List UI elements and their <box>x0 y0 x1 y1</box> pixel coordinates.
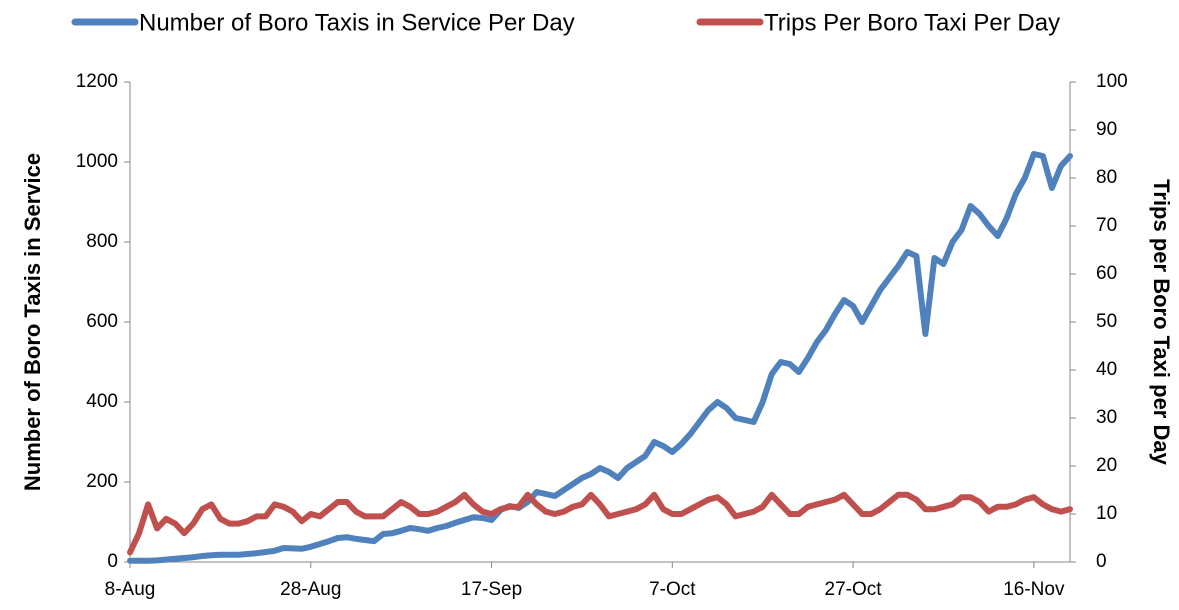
y2-tick-label: 50 <box>1096 311 1117 332</box>
y-tick-label: 800 <box>86 231 118 252</box>
y2-tick-label: 10 <box>1096 503 1117 524</box>
y-tick-label: 200 <box>86 471 118 492</box>
y-tick-label: 400 <box>86 391 118 412</box>
y2-tick-label: 30 <box>1096 407 1117 428</box>
y-tick-label: 600 <box>86 311 118 332</box>
legend-label: Number of Boro Taxis in Service Per Day <box>139 9 575 36</box>
y2-tick-label: 100 <box>1096 71 1128 92</box>
y2-axis-title: Trips per Boro Taxi per Day <box>1149 179 1174 465</box>
series-line <box>127 151 1073 564</box>
y2-tick-label: 90 <box>1096 119 1117 140</box>
y-axis-title: Number of Boro Taxis in Service <box>20 153 45 491</box>
y-tick-label: 1000 <box>76 151 118 172</box>
y-tick-label: 1200 <box>76 71 118 92</box>
x-tick-label: 17-Sep <box>461 579 522 600</box>
x-tick-label: 28-Aug <box>280 579 341 600</box>
y2-tick-label: 60 <box>1096 263 1117 284</box>
y2-tick-label: 80 <box>1096 167 1117 188</box>
x-tick-label: 7-Oct <box>649 579 696 600</box>
y2-tick-label: 0 <box>1096 551 1107 572</box>
y2-tick-label: 40 <box>1096 359 1117 380</box>
y2-tick-label: 20 <box>1096 455 1117 476</box>
y-tick-label: 0 <box>107 551 118 572</box>
series-line <box>127 491 1073 556</box>
x-tick-label: 8-Aug <box>105 579 156 600</box>
y2-tick-label: 70 <box>1096 215 1117 236</box>
x-tick-label: 27-Oct <box>825 579 883 600</box>
legend-label: Trips Per Boro Taxi Per Day <box>764 9 1060 36</box>
x-tick-label: 16-Nov <box>1003 579 1065 600</box>
